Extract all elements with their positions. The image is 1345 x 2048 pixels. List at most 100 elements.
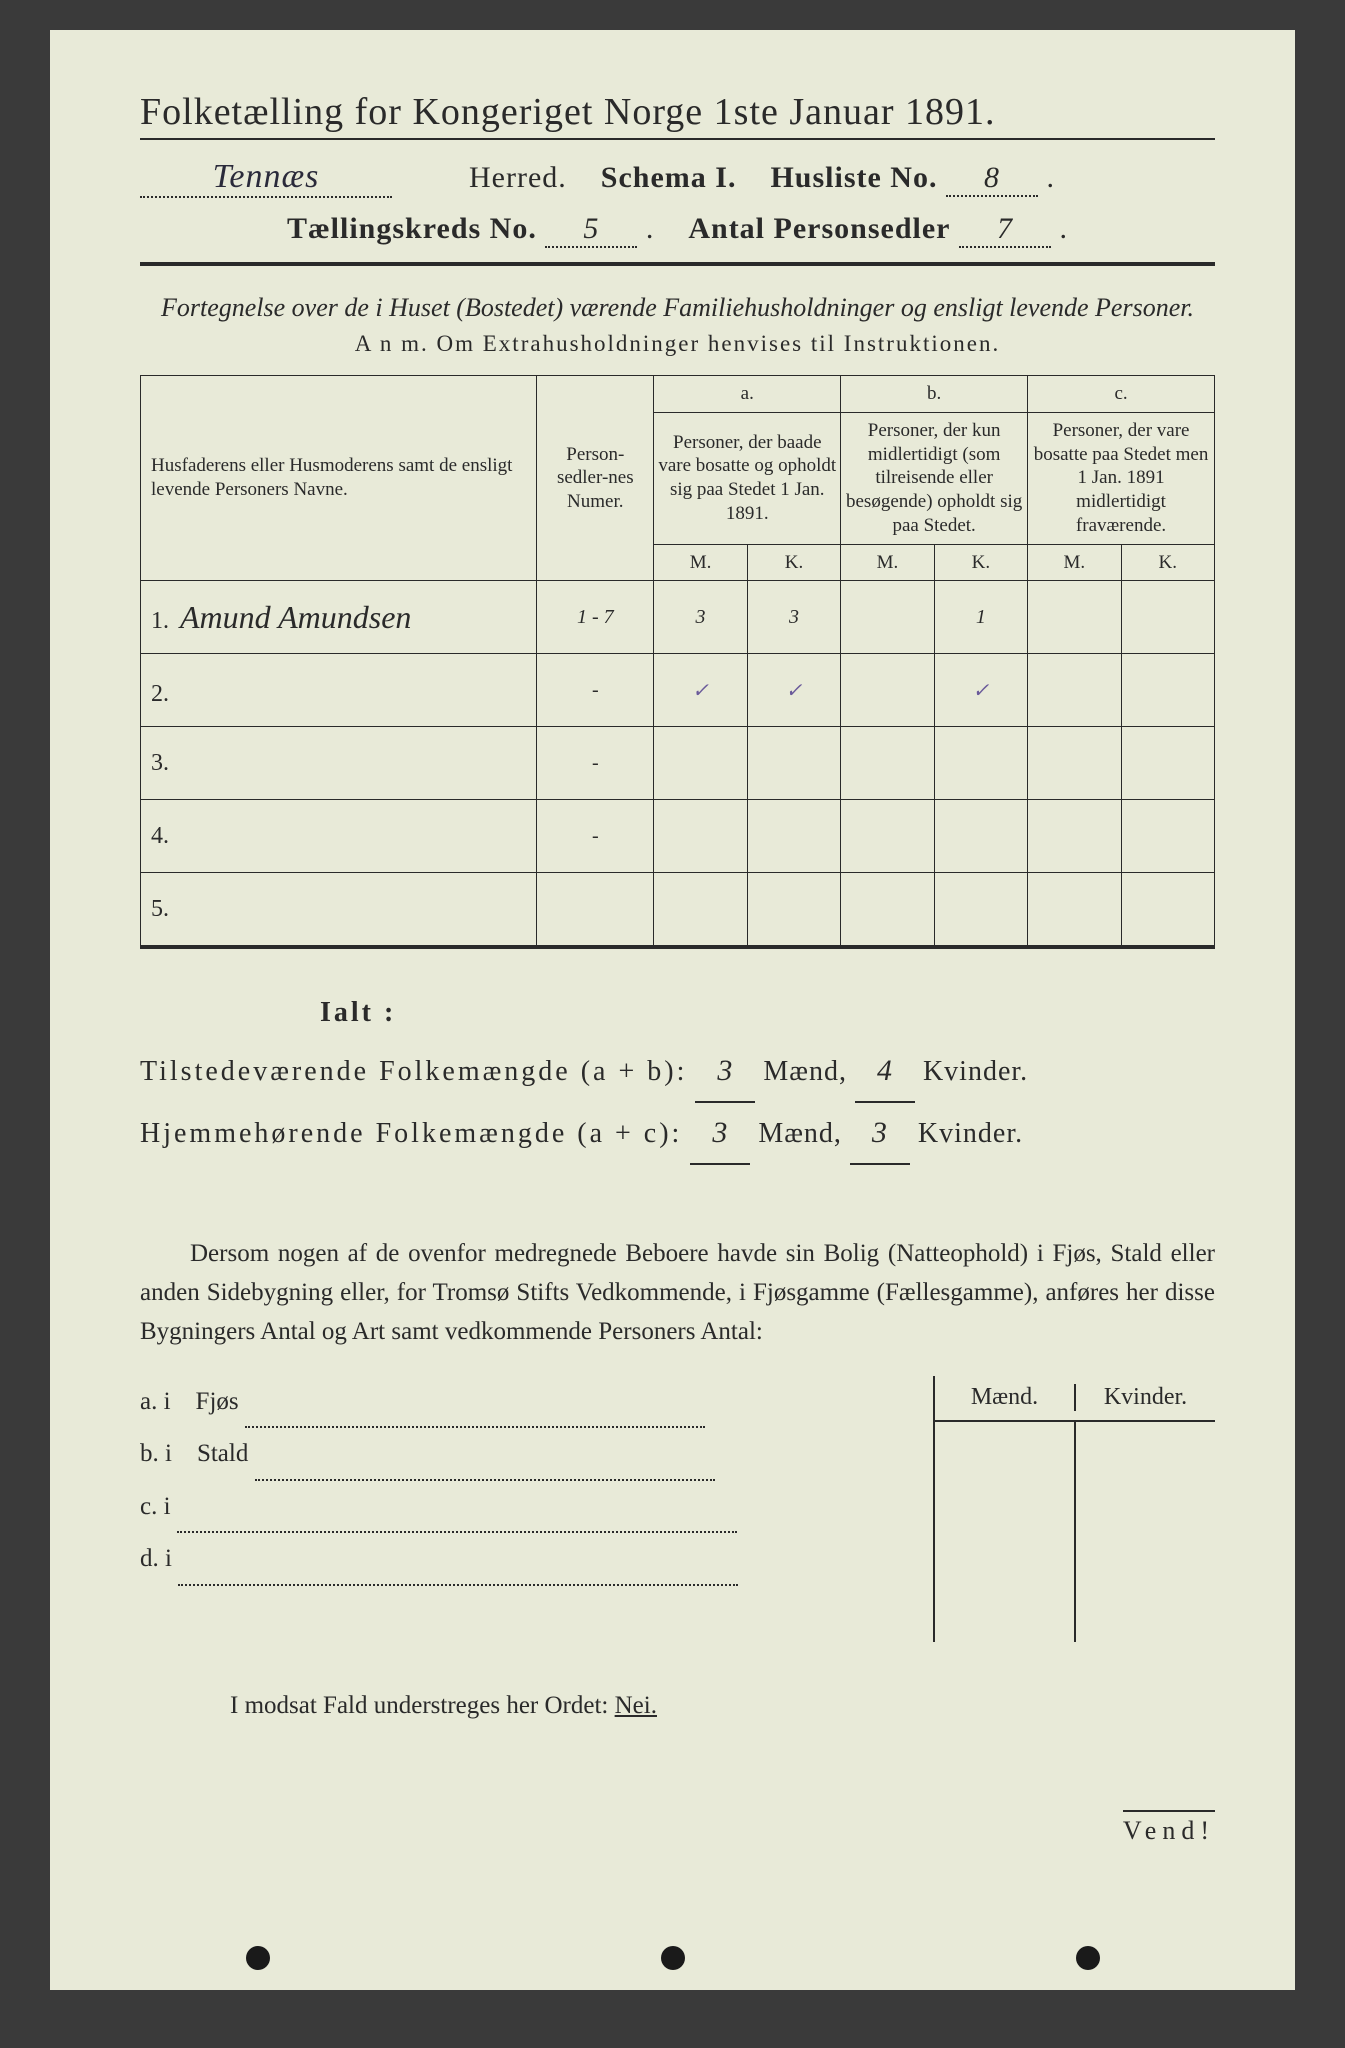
cell	[841, 800, 934, 873]
maend-label: Mænd,	[763, 1056, 847, 1087]
col-b-k: K.	[934, 544, 1027, 581]
col-b-text: Personer, der kun midlertidigt (som tilr…	[841, 412, 1028, 544]
col-a-k: K.	[747, 544, 840, 581]
cell	[654, 873, 747, 948]
table-row: 3. -	[141, 727, 1215, 800]
col-c-m: M.	[1028, 544, 1121, 581]
cell	[1028, 581, 1121, 654]
side-k-col	[1076, 1422, 1215, 1642]
table-row: 5.	[141, 873, 1215, 948]
maend-label: Mænd,	[758, 1118, 842, 1149]
nei-text: I modsat Fald understreges her Ordet:	[230, 1692, 615, 1719]
cell: ✓	[934, 654, 1027, 727]
col-c-label: c.	[1028, 376, 1215, 413]
tilstede-m: 3	[695, 1041, 755, 1103]
cell: ✓	[654, 654, 747, 727]
row-name: Amund Amundsen	[180, 599, 411, 635]
row-letter: b. i	[140, 1440, 172, 1467]
col-b-m: M.	[841, 544, 934, 581]
header-line-herred: Tennæs Herred. Schema I. Husliste No. 8 …	[140, 158, 1215, 198]
cell	[747, 800, 840, 873]
col-b-label: b.	[841, 376, 1028, 413]
row-num: 1.	[151, 608, 175, 635]
col-a-label: a.	[654, 376, 841, 413]
side-maend: Mænd.	[935, 1384, 1076, 1411]
cell	[1121, 727, 1214, 800]
herred-label: Herred.	[469, 161, 567, 194]
totals-block: Ialt : Tilstedeværende Folkemængde (a + …	[140, 985, 1215, 1165]
side-kvinder: Kvinder.	[1076, 1384, 1215, 1411]
row-letter: d. i	[140, 1545, 172, 1572]
page-title: Folketælling for Kongeriget Norge 1ste J…	[140, 90, 1215, 140]
cell-sedler: -	[537, 727, 654, 800]
cell-sedler: -	[537, 800, 654, 873]
row-num: 2.	[151, 681, 175, 708]
nei-line: I modsat Fald understreges her Ordet: Ne…	[140, 1692, 1215, 1720]
row-letter: c. i	[140, 1493, 171, 1520]
table-row: 2. - ✓ ✓ ✓	[141, 654, 1215, 727]
rule-1	[140, 262, 1215, 266]
kvinder-label: Kvinder.	[923, 1056, 1028, 1087]
tilstede-k: 4	[855, 1041, 915, 1103]
anm-note: A n m. Om Extrahusholdninger henvises ti…	[140, 331, 1215, 357]
cell	[841, 727, 934, 800]
row-type: Stald	[197, 1440, 248, 1467]
col-sedler: Person-sedler-nes Numer.	[537, 376, 654, 581]
hjemme-m: 3	[690, 1103, 750, 1165]
col-c-text: Personer, der vare bosatte paa Stedet me…	[1028, 412, 1215, 544]
building-mk: Mænd. Kvinder.	[933, 1376, 1215, 1642]
building-para: Dersom nogen af de ovenfor medregnede Be…	[140, 1235, 1215, 1351]
table-row: 1. Amund Amundsen 1 - 7 3 3 1	[141, 581, 1215, 654]
building-table: a. i Fjøs b. i Stald c. i d. i Mænd. Kvi…	[140, 1376, 1215, 1642]
kreds-label: Tællingskreds No.	[287, 212, 537, 245]
herred-name: Tennæs	[140, 158, 392, 198]
cell	[1028, 800, 1121, 873]
header-line-kreds: Tællingskreds No. 5 . Antal Personsedler…	[140, 212, 1215, 248]
antal-label: Antal Personsedler	[688, 212, 950, 245]
subtitle: Fortegnelse over de i Huset (Bostedet) v…	[140, 290, 1215, 325]
kvinder-label: Kvinder.	[918, 1118, 1023, 1149]
punch-holes	[50, 1946, 1295, 1970]
tilstede-label: Tilstedeværende Folkemængde (a + b):	[140, 1056, 687, 1087]
cell: ✓	[747, 654, 840, 727]
side-m-col	[935, 1422, 1076, 1642]
nei-word: Nei.	[615, 1692, 657, 1719]
row-type: Fjøs	[196, 1388, 239, 1415]
cell-sedler	[537, 873, 654, 948]
cell	[747, 727, 840, 800]
row-letter: a. i	[140, 1388, 171, 1415]
ialt-label: Ialt :	[320, 985, 1215, 1041]
cell: 3	[654, 581, 747, 654]
husliste-label: Husliste No.	[770, 161, 937, 194]
row-num: 4.	[151, 823, 175, 850]
cell	[747, 873, 840, 948]
cell	[1028, 727, 1121, 800]
hjemme-k: 3	[850, 1103, 910, 1165]
cell	[1121, 654, 1214, 727]
dotted-line	[178, 1584, 738, 1586]
row-num: 5.	[151, 896, 175, 923]
cell	[1121, 873, 1214, 948]
cell	[841, 873, 934, 948]
cell	[1028, 873, 1121, 948]
col-a-text: Personer, der baade vare bosatte og opho…	[654, 412, 841, 544]
hole-icon	[661, 1946, 685, 1970]
cell-sedler: -	[537, 654, 654, 727]
husliste-no: 8	[946, 161, 1038, 197]
hjemme-label: Hjemmehørende Folkemængde (a + c):	[140, 1118, 682, 1149]
cell	[1121, 800, 1214, 873]
cell	[1121, 581, 1214, 654]
cell	[934, 727, 1027, 800]
schema-label: Schema I.	[601, 161, 737, 194]
cell-sedler: 1 - 7	[537, 581, 654, 654]
antal-no: 7	[959, 212, 1051, 248]
cell	[841, 581, 934, 654]
cell	[1028, 654, 1121, 727]
cell	[654, 800, 747, 873]
cell: 3	[747, 581, 840, 654]
cell	[934, 800, 1027, 873]
col-names: Husfaderens eller Husmoderens samt de en…	[141, 376, 537, 581]
census-form-page: Folketælling for Kongeriget Norge 1ste J…	[50, 30, 1295, 1990]
table-row: 4. -	[141, 800, 1215, 873]
hole-icon	[246, 1946, 270, 1970]
